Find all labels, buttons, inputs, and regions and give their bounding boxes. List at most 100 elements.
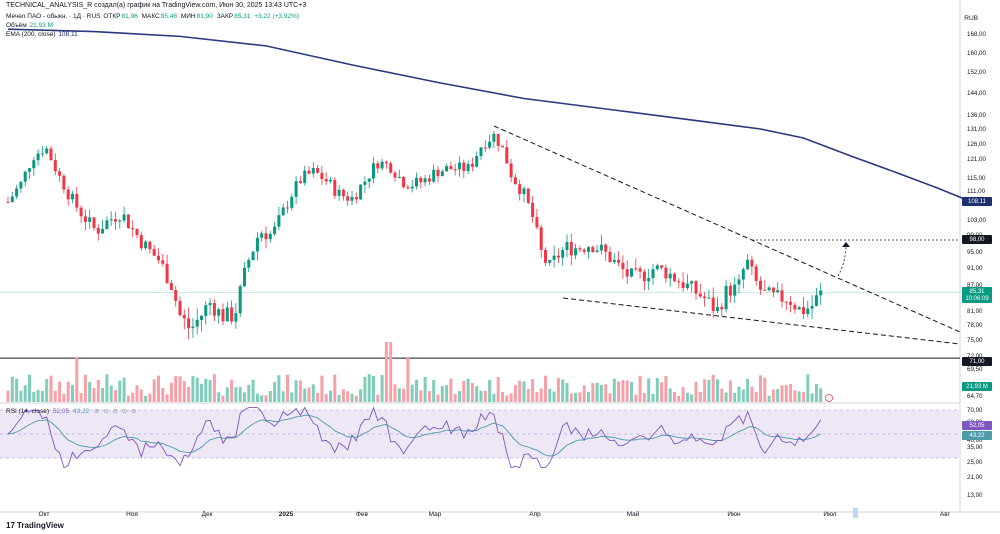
ema-badge-text: 108,11: [968, 199, 987, 205]
candle-body: [419, 177, 423, 183]
time-tick-label: 2025: [279, 511, 294, 518]
candle-body: [750, 259, 754, 267]
volume-bar: [780, 385, 784, 402]
candle-body: [131, 228, 135, 230]
volume-bar: [354, 395, 358, 402]
symbol-legend[interactable]: Мечел ПАО - обыкн. · 1Д · RUS ОТКР81,96 …: [6, 13, 301, 20]
tradingview-brand[interactable]: 17 TradingView: [6, 521, 64, 530]
candle-body: [677, 281, 681, 283]
rsi-ma-badge-text: 43,22: [969, 433, 985, 439]
volume-bar: [565, 382, 569, 402]
candle-body: [109, 219, 113, 221]
candle-body: [582, 249, 586, 252]
candle-body: [660, 265, 664, 268]
volume-bar: [88, 381, 92, 402]
volume-bar: [182, 381, 186, 402]
volume-bar: [711, 374, 715, 402]
target-badge-text: 98,00: [969, 237, 985, 243]
volume-bar: [668, 388, 672, 402]
candle-body: [565, 242, 569, 250]
currency-label[interactable]: RUB: [964, 15, 978, 22]
volume-bar: [290, 392, 294, 402]
candle-body: [6, 201, 10, 203]
chart-caption: TECHNICAL_ANALYSIS_R создал(а) график на…: [6, 2, 307, 9]
candle-body: [449, 166, 453, 170]
volume-bar: [200, 383, 203, 402]
volume-bar: [410, 384, 414, 402]
candle-body: [66, 189, 70, 200]
time-tick-label: Окт: [39, 511, 50, 518]
candle-body: [157, 255, 160, 261]
price-tick-label: 81,00: [967, 308, 983, 315]
volume-bar: [505, 395, 509, 402]
candle-body: [28, 168, 31, 172]
candle-body: [479, 147, 483, 157]
candle-body: [350, 196, 354, 201]
candle-body: [427, 178, 431, 182]
candle-body: [673, 273, 676, 282]
rsi-settings-icons[interactable]: ⊘ ⊙ ⊙ ⊙ ⊙: [94, 408, 138, 415]
candle-body: [251, 251, 255, 260]
candle-body: [591, 247, 595, 252]
volume-bar: [23, 385, 27, 402]
volume-bar: [251, 379, 255, 402]
volume-bar: [492, 393, 496, 402]
volume-bar: [406, 357, 410, 402]
candle-body: [92, 217, 96, 228]
volume-bar: [750, 386, 754, 402]
price-tick-label: 75,00: [967, 337, 983, 344]
volume-bar: [135, 385, 139, 402]
volume-value: 21,93 M: [29, 22, 54, 29]
time-tick-label: Фев: [356, 511, 369, 518]
volume-bar: [311, 384, 315, 402]
rsi-legend[interactable]: RSI (14, close) 52,05 43,22 ⊘ ⊙ ⊙ ⊙ ⊙: [6, 407, 137, 415]
level-badge-text: 71,00: [969, 359, 985, 365]
volume-bar: [548, 389, 552, 402]
candle-body: [483, 147, 487, 149]
candle-body: [49, 148, 53, 161]
volume-bar: [604, 384, 608, 402]
volume-bar: [286, 374, 289, 402]
time-tick-label: Авг: [940, 511, 951, 518]
volume-bar: [681, 387, 685, 402]
candle-body: [634, 268, 638, 270]
volume-bar: [71, 385, 74, 402]
candle-body: [243, 267, 246, 287]
candle-body: [341, 189, 345, 197]
candle-body: [281, 207, 285, 216]
candle-body: [397, 176, 401, 178]
volume-bar: [488, 380, 492, 402]
ema-legend[interactable]: EMA (200, close) 108,11: [6, 31, 80, 38]
volume-bar: [384, 342, 388, 402]
volume-bar: [531, 379, 535, 402]
target-arrowhead: [842, 242, 850, 247]
volume-bar: [634, 394, 638, 402]
low-value: 81,90: [196, 13, 213, 20]
candle-body: [569, 242, 573, 256]
candle-body: [144, 241, 148, 249]
low-label: МИН: [180, 13, 196, 20]
candle-body: [513, 177, 517, 185]
candle-body: [716, 306, 719, 311]
ema-label: EMA (200, close): [6, 31, 56, 38]
time-tick-label: Май: [627, 510, 640, 518]
candle-body: [698, 293, 702, 297]
volume-bar: [144, 395, 148, 402]
volume-bar: [191, 375, 195, 402]
candle-body: [432, 169, 436, 182]
price-tick-label: 160,00: [967, 50, 986, 57]
volume-bar: [32, 391, 36, 402]
volume-bar: [187, 386, 191, 402]
candle-body: [470, 163, 474, 167]
candle-body: [625, 269, 629, 277]
candle-body: [174, 290, 178, 301]
volume-bar: [771, 389, 775, 402]
volume-legend[interactable]: Объём 21,93 M: [6, 22, 55, 29]
candle-body: [544, 249, 547, 263]
volume-bar: [556, 378, 560, 402]
candle-body: [324, 179, 328, 182]
volume-bar: [131, 392, 135, 402]
volume-bar: [247, 384, 251, 402]
volume-bar: [28, 374, 31, 402]
